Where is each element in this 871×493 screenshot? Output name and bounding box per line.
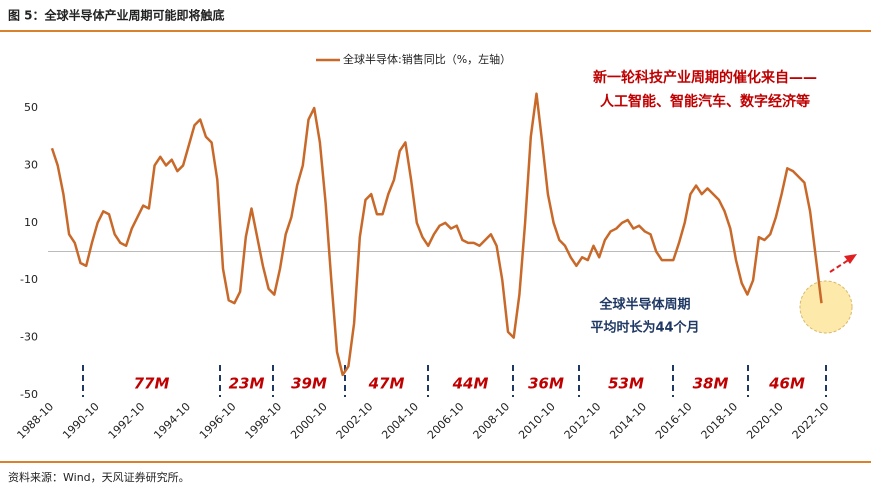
cycle-label: 36M	[528, 375, 564, 393]
highlight-circle	[799, 280, 853, 334]
x-tick-label: 2004-10	[379, 400, 421, 442]
arrow	[829, 258, 851, 273]
legend-label: 全球半导体:销售同比（%，左轴）	[343, 52, 511, 66]
cycle-label: 47M	[368, 375, 405, 393]
series-line	[50, 92, 823, 377]
x-tick-label: 1988-10	[15, 400, 57, 442]
annotation: 新一轮科技产业周期的催化来自——	[593, 69, 817, 86]
x-tick-label: 2022-10	[790, 400, 832, 442]
cycle-label: 44M	[452, 375, 489, 393]
y-tick-label: -50	[20, 388, 38, 401]
chart-title: 图 5：全球半导体产业周期可能即将触底	[8, 8, 225, 23]
x-tick-label: 2016-10	[653, 400, 695, 442]
x-tick-label: 2000-10	[288, 400, 330, 442]
x-tick-label: 2020-10	[744, 400, 786, 442]
x-tick-label: 1994-10	[151, 400, 193, 442]
cycle-label: 38M	[693, 375, 729, 393]
cycle-label: 46M	[768, 375, 805, 393]
annotation: 人工智能、智能汽车、数字经济等	[600, 93, 810, 110]
cycle-label: 77M	[134, 375, 170, 393]
x-tick-label: 2012-10	[562, 400, 604, 442]
y-tick-label: -30	[20, 331, 38, 344]
arrow-head	[844, 254, 857, 264]
cycle-label: 23M	[229, 375, 265, 393]
cycle-label: 39M	[291, 375, 327, 393]
x-tick-label: 2008-10	[471, 400, 513, 442]
y-tick-label: 50	[24, 101, 38, 114]
y-tick-label: 10	[24, 216, 38, 229]
annotation: 全球半导体周期	[598, 297, 690, 313]
cycle-label: 53M	[608, 375, 644, 393]
x-tick-label: 1996-10	[197, 400, 239, 442]
x-tick-label: 2006-10	[425, 400, 467, 442]
x-tick-label: 2010-10	[516, 400, 558, 442]
x-tick-label: 1990-10	[60, 400, 102, 442]
x-tick-label: 2018-10	[699, 400, 741, 442]
source: 资料来源：Wind，天风证券研究所。	[8, 470, 190, 484]
y-tick-label: -10	[20, 273, 38, 286]
x-tick-label: 2014-10	[607, 400, 649, 442]
x-tick-label: 1992-10	[106, 400, 148, 442]
x-tick-label: 1998-10	[243, 400, 285, 442]
y-tick-label: 30	[24, 158, 38, 171]
annotation: 平均时长为44个月	[590, 320, 699, 336]
x-tick-label: 2002-10	[334, 400, 376, 442]
